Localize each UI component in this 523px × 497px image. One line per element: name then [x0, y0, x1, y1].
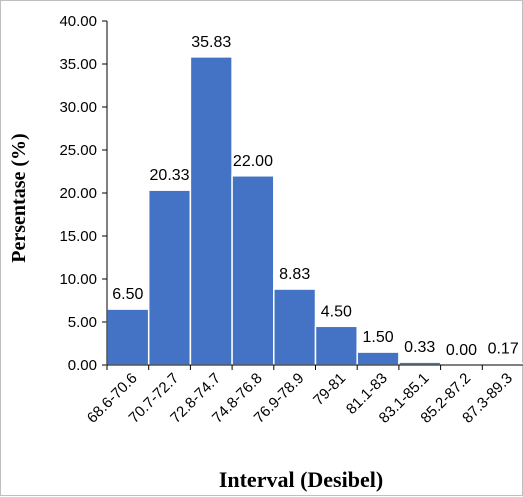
y-tick-label: 35.00 [59, 56, 97, 73]
x-tick-labels: 68.6-70.670.7-72.772.8-74.774.8-76.876.9… [84, 370, 516, 427]
y-tick-label: 20.00 [59, 185, 97, 202]
bar [231, 175, 275, 366]
data-label: 8.83 [279, 266, 310, 283]
bar [189, 56, 233, 366]
y-tick-label: 25.00 [59, 142, 97, 159]
data-label: 6.50 [112, 286, 143, 303]
data-label: 0.00 [446, 342, 477, 359]
data-label: 1.50 [362, 329, 393, 346]
y-tick-label: 0.00 [68, 357, 97, 374]
data-label: 0.33 [404, 339, 435, 356]
bar [356, 351, 400, 366]
x-axis-label: Interval (Desibel) [219, 467, 383, 492]
bars [106, 56, 523, 366]
y-tick-labels: 0.00 5.00 10.00 15.00 20.00 25.00 30.00 35.00 40… [59, 13, 107, 374]
data-label: 0.17 [488, 341, 519, 358]
data-label: 4.50 [321, 303, 352, 320]
data-label: 35.83 [191, 34, 231, 51]
bar [273, 288, 317, 366]
data-label: 22.00 [233, 153, 273, 170]
data-label: 20.33 [150, 167, 190, 184]
data-labels: 6.50 20.33 35.83 22.00 8.83 4.50 1.50 0.33 0.00 0… [112, 34, 519, 359]
bar [314, 325, 358, 366]
y-tick-label: 5.00 [68, 314, 97, 331]
y-tick-label: 10.00 [59, 271, 97, 288]
y-tick-label: 40.00 [59, 13, 97, 30]
bar [147, 189, 192, 366]
bar [106, 308, 150, 366]
x-tick-label: 79-81 [310, 370, 349, 409]
x-axis [106, 364, 523, 370]
y-tick-label: 15.00 [59, 228, 97, 245]
y-tick-label: 30.00 [59, 99, 97, 116]
y-axis-label: Persentase (%) [8, 133, 30, 262]
